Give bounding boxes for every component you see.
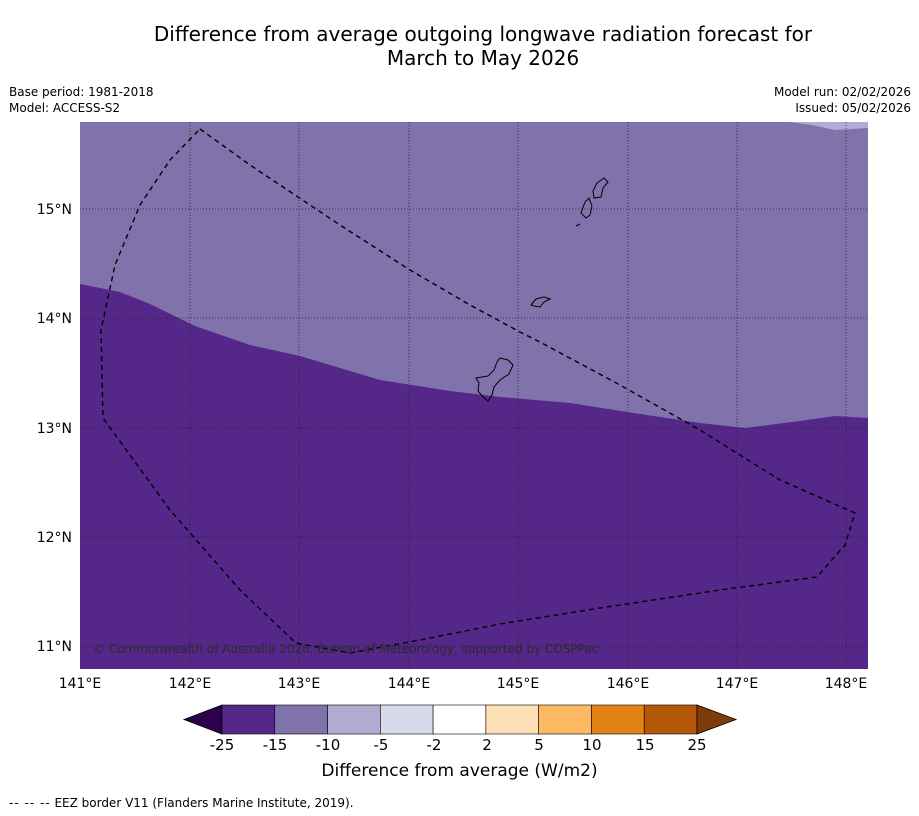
eez-border (100, 128, 856, 654)
island-saipan (592, 177, 609, 199)
title-line-2: March to May 2026 (386, 46, 580, 70)
issued-date: Issued: 05/02/2026 (795, 101, 911, 115)
lon-label-145: 145°E (497, 676, 540, 692)
colorbar-segment-2 (327, 704, 381, 735)
cb-tick-6: 5 (534, 736, 544, 754)
anomaly-region-weak (790, 122, 868, 130)
lat-label-12: 12°N (37, 530, 72, 546)
footer-legend: -- -- -- EEZ border V11 (Flanders Marine… (9, 796, 354, 810)
colorbar-segment-3 (380, 704, 434, 735)
cb-tick-1: -15 (262, 736, 288, 754)
lon-label-146: 146°E (607, 676, 650, 692)
island-aguijan (575, 223, 581, 227)
colorbar-segment-8 (643, 704, 698, 735)
eez-source: EEZ border V11 (Flanders Marine Institut… (54, 796, 354, 810)
copyright: © Commonwealth of Australia 2026, Bureau… (93, 642, 598, 656)
island-rota (530, 296, 552, 308)
eez-line-sample: -- -- -- (9, 796, 51, 810)
colorbar-segment-7 (591, 704, 645, 735)
title-line-1: Difference from average outgoing longwav… (153, 22, 813, 46)
colorbar (182, 704, 738, 735)
colorbar-segment-1 (274, 704, 328, 735)
chart-title: Difference from average outgoing longwav… (0, 22, 919, 70)
lat-label-15: 15°N (37, 202, 72, 218)
colorbar-title: Difference from average (W/m2) (321, 761, 598, 781)
lon-label-142: 142°E (169, 676, 212, 692)
latitude-axis: 15°N 14°N 13°N 12°N 11°N (37, 202, 72, 655)
lat-label-14: 14°N (37, 311, 72, 327)
colorbar-segment-4 (432, 704, 487, 735)
lat-label-11: 11°N (37, 639, 72, 655)
coastlines (475, 177, 609, 402)
cb-tick-8: 15 (635, 736, 655, 754)
graticule (80, 122, 868, 669)
lon-label-147: 147°E (716, 676, 759, 692)
cb-tick-2: -10 (315, 736, 341, 754)
lon-label-141: 141°E (59, 676, 102, 692)
anomaly-region-moderate (80, 122, 868, 428)
colorbar-segment-5 (485, 704, 539, 735)
island-tinian (580, 197, 593, 219)
lat-label-13: 13°N (37, 421, 72, 437)
lon-label-148: 148°E (825, 676, 868, 692)
cb-tick-7: 10 (582, 736, 602, 754)
colorbar-segment-0 (221, 704, 276, 735)
meta-right: Model run: 02/02/2026 Issued: 05/02/2026 (774, 84, 911, 116)
longitude-axis: 141°E 142°E 143°E 144°E 145°E 146°E 147°… (59, 676, 868, 692)
lon-label-144: 144°E (388, 676, 431, 692)
cb-tick-4: -2 (426, 736, 442, 754)
lon-label-143: 143°E (278, 676, 321, 692)
meta-left: Base period: 1981-2018 Model: ACCESS-S2 (9, 84, 154, 116)
cb-tick-5: 2 (482, 736, 492, 754)
cb-tick-0: -25 (209, 736, 235, 754)
model-run: Model run: 02/02/2026 (773, 85, 911, 99)
model-name: Model: ACCESS-S2 (9, 101, 121, 115)
colorbar-segment-6 (538, 704, 592, 735)
cb-tick-9: 25 (687, 736, 707, 754)
map-plot-area: © Commonwealth of Australia 2026, Bureau… (80, 122, 868, 669)
colorbar-extend-high (696, 704, 738, 735)
island-guam (475, 357, 514, 402)
cb-tick-3: -5 (373, 736, 389, 754)
colorbar-extend-low (182, 704, 223, 735)
base-period: Base period: 1981-2018 (9, 85, 154, 99)
